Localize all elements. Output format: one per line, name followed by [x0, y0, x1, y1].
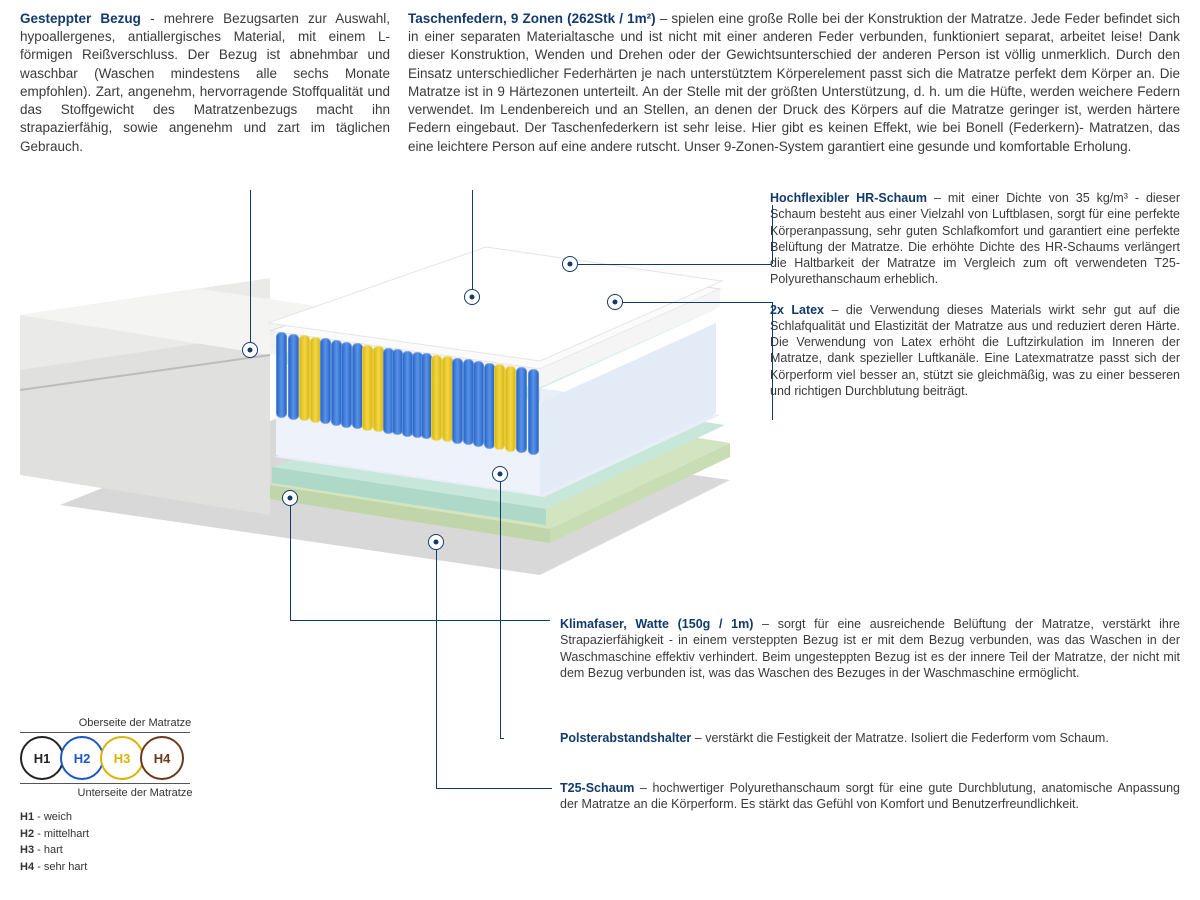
top-text-row: Gesteppter Bezug - mehrere Bezugsarten z…: [0, 0, 1200, 156]
t25-row: T25-Schaum – hochwertiger Polyurethansch…: [560, 780, 1180, 827]
spring-column: [494, 364, 505, 450]
hr-block: Hochflexibler HR-Schaum – mit einer Dich…: [770, 190, 1180, 288]
spring-column: [373, 346, 384, 432]
leader-latex: [623, 302, 772, 303]
spring-column: [528, 369, 539, 455]
leader-polster: [500, 738, 504, 739]
marker-polster: [492, 466, 508, 482]
spring-column: [442, 356, 453, 442]
polster-title: Polsterabstandshalter: [560, 731, 691, 745]
marker-t25: [428, 534, 444, 550]
marker-latex: [607, 294, 623, 310]
hardness-circle-h4: H4: [140, 736, 184, 780]
spring-column: [341, 342, 352, 428]
spring-column: [431, 355, 442, 441]
t25-text: – hochwertiger Polyurethanschaum sorgt f…: [560, 781, 1180, 811]
hardness-legend: Oberseite der Matratze H1H2H3H4 Untersei…: [20, 717, 250, 875]
leader-hr: [578, 264, 772, 265]
hardness-circles: H1H2H3H4: [20, 736, 250, 780]
springs-text: – spielen eine große Rolle bei der Konst…: [408, 11, 1180, 154]
right-text-column: Hochflexibler HR-Schaum – mit einer Dich…: [770, 190, 1180, 413]
hr-text: – mit einer Dichte von 35 kg/m³ - dieser…: [770, 191, 1180, 286]
polster-text: – verstärkt die Festigkeit der Matratze.…: [691, 731, 1109, 745]
spring-column: [516, 367, 527, 453]
legend-top-label: Oberseite der Matratze: [20, 717, 250, 729]
spring-column: [288, 334, 299, 420]
spring-column: [452, 358, 463, 444]
leader-springs: [472, 190, 473, 289]
leader-cover: [250, 190, 251, 342]
legend-line-top: [20, 732, 190, 733]
hardness-item: H2 - mittelhart: [20, 826, 250, 843]
spring-column: [484, 363, 495, 449]
hardness-item: H4 - sehr hart: [20, 859, 250, 876]
marker-klima: [282, 490, 298, 506]
latex-block: 2x Latex – die Verwendung dieses Materia…: [770, 302, 1180, 400]
spring-column: [320, 338, 331, 424]
cover-description: Gesteppter Bezug - mehrere Bezugsarten z…: [20, 10, 390, 156]
leader-klima: [290, 620, 550, 621]
leader-klima: [290, 506, 291, 620]
hardness-circle-h2: H2: [60, 736, 104, 780]
hardness-circle-h1: H1: [20, 736, 64, 780]
polster-row: Polsterabstandshalter – verstärkt die Fe…: [560, 730, 1180, 760]
hardness-list: H1 - weichH2 - mittelhartH3 - hartH4 - s…: [20, 809, 250, 875]
spring-column: [331, 340, 342, 426]
latex-title: 2x Latex: [770, 303, 824, 317]
leader-hr: [772, 205, 773, 264]
hardness-item: H3 - hart: [20, 842, 250, 859]
spring-column: [352, 343, 363, 429]
leader-t25: [436, 550, 437, 788]
marker-cover: [242, 342, 258, 358]
cover-text: - mehrere Bezugsarten zur Auswahl, hypoa…: [20, 11, 390, 154]
spring-column: [299, 335, 310, 421]
marker-springs: [464, 289, 480, 305]
klima-title: Klimafaser, Watte (150g / 1m): [560, 617, 753, 631]
klima-row: Klimafaser, Watte (150g / 1m) – sorgt fü…: [560, 616, 1180, 695]
springs-title: Taschenfedern, 9 Zonen (262Stk / 1m²): [408, 11, 656, 26]
legend-line-bot: [20, 783, 190, 784]
spring-column: [362, 345, 373, 431]
leader-polster: [500, 482, 501, 738]
spring-column: [276, 332, 287, 418]
hardness-circle-h3: H3: [100, 736, 144, 780]
spring-column: [505, 366, 516, 452]
hr-title: Hochflexibler HR-Schaum: [770, 191, 927, 205]
leader-latex: [772, 302, 773, 420]
t25-title: T25-Schaum: [560, 781, 634, 795]
marker-hr: [562, 256, 578, 272]
spring-column: [473, 361, 484, 447]
hardness-item: H1 - weich: [20, 809, 250, 826]
spring-column: [310, 337, 321, 423]
cover-title: Gesteppter Bezug: [20, 11, 141, 26]
legend-bottom-label: Unterseite der Matratze: [20, 787, 250, 799]
spring-column: [463, 359, 474, 445]
leader-t25: [436, 788, 552, 789]
latex-text: – die Verwendung dieses Materials wirkt …: [770, 303, 1180, 398]
springs-description: Taschenfedern, 9 Zonen (262Stk / 1m²) – …: [408, 10, 1180, 156]
